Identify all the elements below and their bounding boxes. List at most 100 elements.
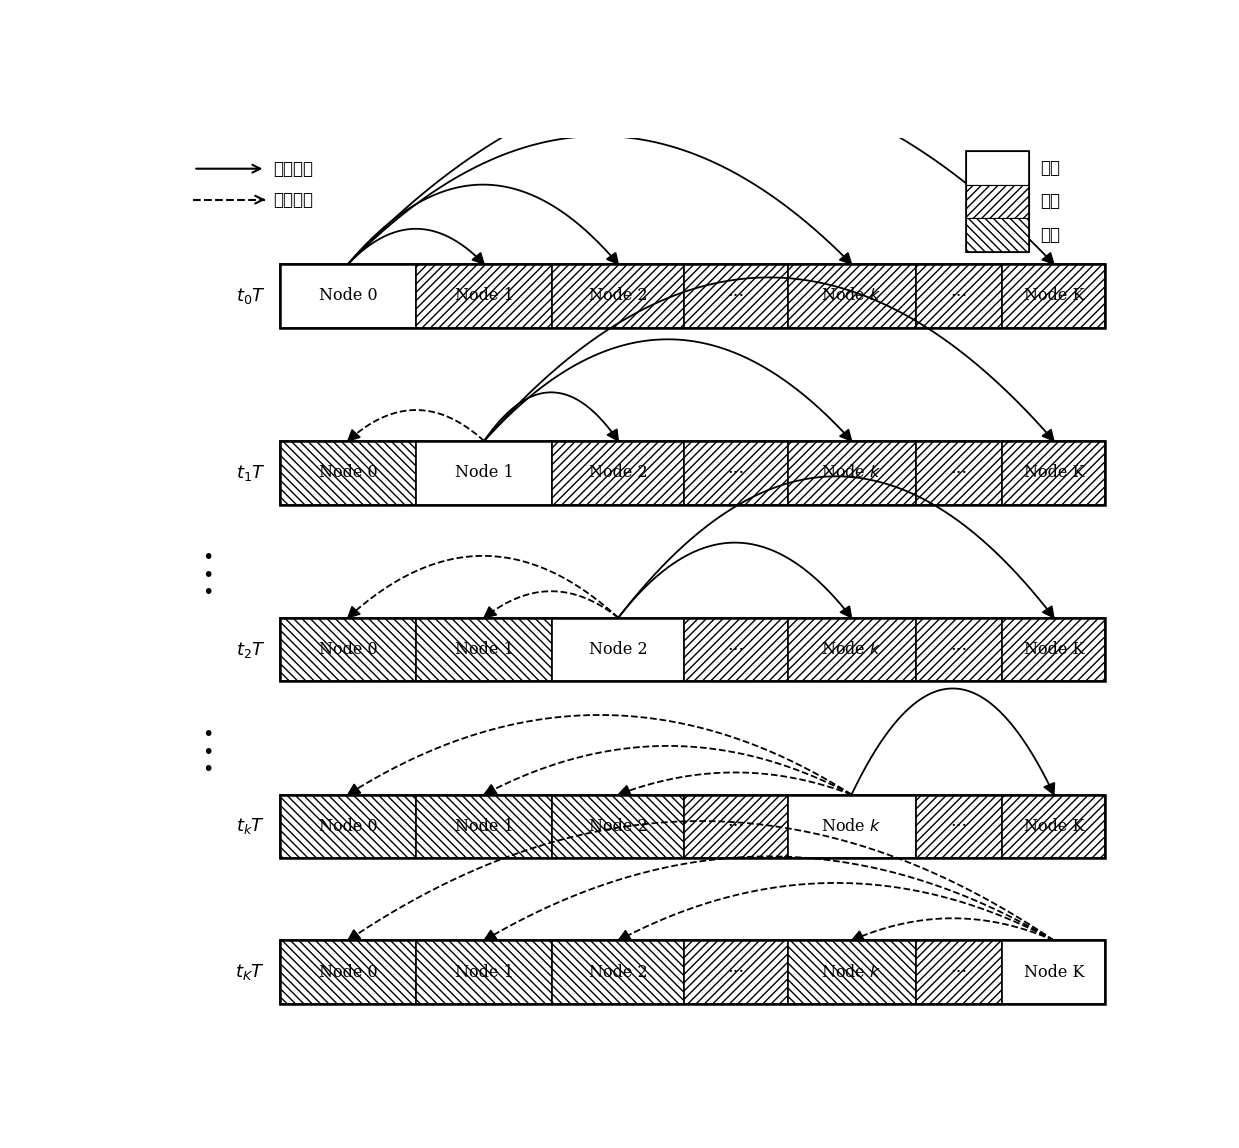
Text: ···: ··· bbox=[950, 287, 968, 305]
Text: Node K: Node K bbox=[1023, 464, 1084, 481]
Text: •: • bbox=[202, 743, 213, 761]
Bar bbox=[280, 618, 416, 682]
Bar bbox=[916, 940, 1002, 1004]
Bar bbox=[280, 940, 416, 1004]
Bar bbox=[684, 441, 788, 505]
Bar bbox=[1002, 940, 1105, 1004]
Text: $t_2T$: $t_2T$ bbox=[235, 639, 265, 660]
Bar bbox=[1002, 264, 1105, 328]
Polygon shape bbox=[348, 606, 361, 618]
Polygon shape bbox=[1042, 606, 1054, 618]
Bar bbox=[416, 940, 553, 1004]
Bar bbox=[280, 794, 1105, 859]
Text: •: • bbox=[202, 548, 213, 567]
Bar bbox=[916, 441, 1002, 505]
Text: Node 1: Node 1 bbox=[455, 464, 513, 481]
Text: 信息传输: 信息传输 bbox=[273, 191, 313, 209]
Bar bbox=[553, 940, 684, 1004]
Polygon shape bbox=[1042, 429, 1054, 441]
Bar bbox=[280, 264, 1105, 328]
Bar bbox=[416, 264, 553, 328]
Text: 采能: 采能 bbox=[1041, 193, 1061, 210]
Bar bbox=[788, 441, 916, 505]
Text: Node 2: Node 2 bbox=[589, 641, 648, 658]
Text: Node 0: Node 0 bbox=[318, 641, 377, 658]
Text: •: • bbox=[202, 583, 213, 603]
Polygon shape bbox=[840, 429, 851, 441]
Bar bbox=[966, 185, 1028, 218]
Text: Node $k$: Node $k$ bbox=[821, 641, 882, 658]
Text: Node $k$: Node $k$ bbox=[821, 963, 882, 980]
Polygon shape bbox=[607, 429, 618, 441]
Polygon shape bbox=[1042, 253, 1054, 264]
Bar bbox=[966, 152, 1028, 251]
Text: Node 0: Node 0 bbox=[318, 817, 377, 835]
Text: Node $k$: Node $k$ bbox=[821, 464, 882, 481]
Text: $t_KT$: $t_KT$ bbox=[235, 962, 265, 983]
Text: Node 2: Node 2 bbox=[589, 963, 648, 980]
Polygon shape bbox=[618, 931, 631, 940]
Text: Node $k$: Node $k$ bbox=[821, 287, 882, 304]
Text: Node 2: Node 2 bbox=[589, 817, 648, 835]
Text: ···: ··· bbox=[950, 963, 968, 982]
Polygon shape bbox=[607, 253, 618, 264]
Bar bbox=[966, 152, 1028, 185]
Text: 工作: 工作 bbox=[1041, 158, 1061, 177]
Bar bbox=[416, 794, 553, 859]
Text: ···: ··· bbox=[727, 817, 745, 836]
Text: 收信: 收信 bbox=[1041, 226, 1061, 245]
Text: Node 0: Node 0 bbox=[318, 464, 377, 481]
Bar bbox=[916, 794, 1002, 859]
Text: Node K: Node K bbox=[1023, 641, 1084, 658]
Bar bbox=[916, 264, 1002, 328]
Text: •: • bbox=[202, 566, 213, 584]
Text: Node $k$: Node $k$ bbox=[821, 817, 882, 835]
Text: ···: ··· bbox=[950, 817, 968, 836]
Text: •: • bbox=[202, 760, 213, 779]
Bar bbox=[684, 794, 788, 859]
Text: Node 1: Node 1 bbox=[455, 817, 513, 835]
Polygon shape bbox=[851, 931, 865, 940]
Text: •: • bbox=[202, 724, 213, 744]
Polygon shape bbox=[484, 607, 497, 618]
Polygon shape bbox=[472, 253, 484, 264]
Text: ···: ··· bbox=[950, 641, 968, 659]
Text: ···: ··· bbox=[727, 963, 745, 982]
Bar bbox=[684, 618, 788, 682]
Text: Node 1: Node 1 bbox=[455, 287, 513, 304]
Bar bbox=[553, 264, 684, 328]
Bar bbox=[280, 264, 416, 328]
Bar bbox=[280, 618, 1105, 682]
Bar bbox=[788, 794, 916, 859]
Polygon shape bbox=[484, 785, 497, 794]
Text: 能量采集: 能量采集 bbox=[273, 160, 313, 178]
Bar bbox=[553, 441, 684, 505]
Bar bbox=[1002, 794, 1105, 859]
Text: ···: ··· bbox=[727, 641, 745, 659]
Text: Node 2: Node 2 bbox=[589, 287, 648, 304]
Text: ···: ··· bbox=[727, 287, 745, 305]
Text: Node 2: Node 2 bbox=[589, 464, 648, 481]
Bar bbox=[553, 618, 684, 682]
Text: ···: ··· bbox=[950, 464, 968, 482]
Text: $t_0T$: $t_0T$ bbox=[235, 286, 265, 307]
Polygon shape bbox=[1044, 783, 1054, 794]
Bar bbox=[280, 441, 416, 505]
Bar bbox=[684, 264, 788, 328]
Text: Node 1: Node 1 bbox=[455, 963, 513, 980]
Bar bbox=[788, 940, 916, 1004]
Text: Node K: Node K bbox=[1023, 817, 1084, 835]
Polygon shape bbox=[840, 606, 851, 618]
Text: Node 0: Node 0 bbox=[318, 287, 377, 304]
Bar bbox=[416, 441, 553, 505]
Text: Node K: Node K bbox=[1023, 287, 1084, 304]
Bar bbox=[916, 618, 1002, 682]
Polygon shape bbox=[484, 930, 497, 940]
Bar bbox=[280, 441, 1105, 505]
Bar bbox=[416, 618, 553, 682]
Polygon shape bbox=[348, 429, 361, 441]
Bar bbox=[280, 940, 1105, 1004]
Polygon shape bbox=[840, 253, 851, 264]
Text: $t_kT$: $t_kT$ bbox=[237, 816, 265, 837]
Polygon shape bbox=[348, 784, 361, 794]
